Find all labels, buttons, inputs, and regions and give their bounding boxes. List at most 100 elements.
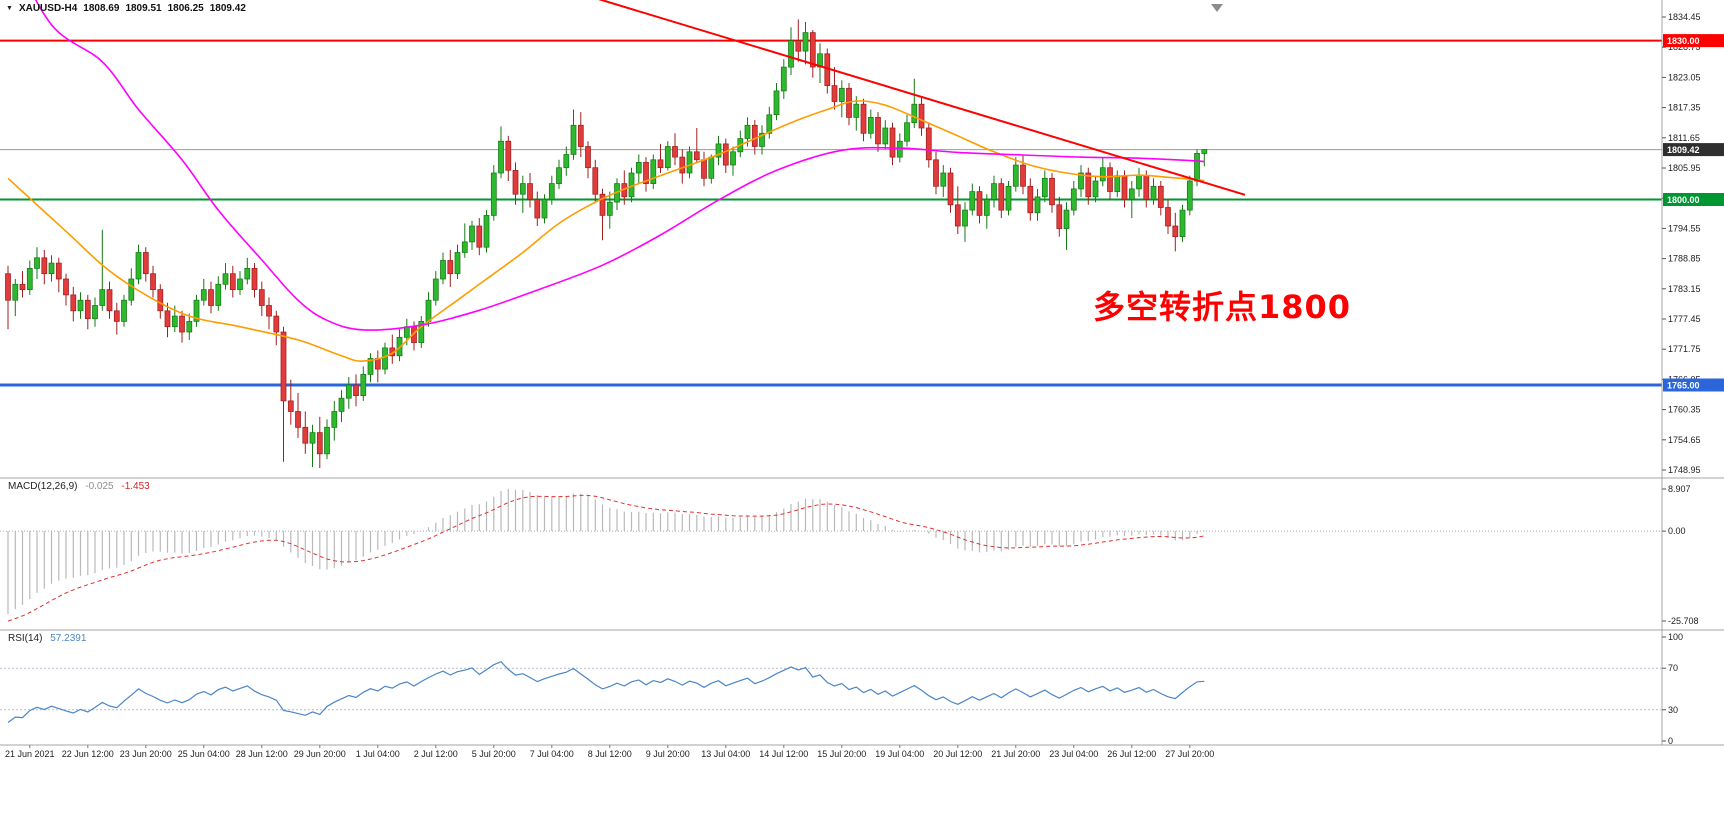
candle-body <box>215 283 222 306</box>
candle-body <box>708 156 715 179</box>
candle-body <box>1041 177 1048 198</box>
time-tick-label: 9 Jul 20:00 <box>646 749 690 759</box>
price-scale[interactable]: 1834.45 1828.75 1823.05 1817.35 1811.65 1805.… <box>1661 0 1724 745</box>
candle-body <box>1107 167 1113 192</box>
candle-body <box>84 299 91 320</box>
candle-body <box>251 268 258 290</box>
macd-axis-label: 8.907 <box>1668 484 1691 494</box>
candle-body <box>55 262 62 280</box>
candle-body <box>461 241 468 253</box>
time-tick-label: 8 Jul 12:00 <box>588 749 632 759</box>
price-tick-label: 1748.95 <box>1668 465 1701 475</box>
price-tick-label: 1823.05 <box>1668 72 1701 82</box>
candle-body <box>672 146 678 158</box>
candle-body <box>498 140 504 174</box>
candle-body <box>229 273 236 290</box>
high-value: 1809.51 <box>125 3 162 14</box>
candle-body <box>469 225 475 243</box>
candle-body <box>933 159 939 187</box>
candle-body <box>809 32 816 68</box>
candle-body <box>273 315 280 333</box>
candle-body <box>577 124 584 147</box>
candle-body <box>991 183 997 200</box>
price-tick-label: 1783.15 <box>1668 284 1701 294</box>
candle-body <box>476 225 483 248</box>
one-click-trading-arrow-icon[interactable]: ▼ <box>6 5 13 12</box>
candle-body <box>693 151 700 161</box>
candle-body <box>795 40 802 52</box>
candle-body <box>1056 204 1063 229</box>
macd-name: MACD(12,26,9) <box>8 481 78 492</box>
candle-body <box>258 289 265 306</box>
rsi-name: RSI(14) <box>8 633 43 644</box>
candle-body <box>1099 167 1106 182</box>
candle-body <box>635 162 642 174</box>
candle-body <box>345 384 352 399</box>
candle-body <box>157 289 164 312</box>
candle-body <box>41 257 48 275</box>
price-tick-label: 1777.45 <box>1668 314 1701 324</box>
candle-body <box>454 252 461 275</box>
price-tick-label: 1794.55 <box>1668 223 1701 233</box>
candle-body <box>983 199 990 216</box>
candle-body <box>505 140 512 171</box>
candle-body <box>222 273 229 285</box>
time-tick-label: 26 Jul 12:00 <box>1107 749 1156 759</box>
time-scale[interactable]: 21 Jun 2021 22 Jun 12:00 23 Jun 20:00 25 Ju… <box>5 745 1214 759</box>
time-tick-label: 1 Jul 04:00 <box>356 749 400 759</box>
candle-body <box>186 321 193 333</box>
candle-body <box>1121 175 1128 200</box>
candle-body <box>164 310 171 328</box>
svg-text:1809.42: 1809.42 <box>1667 145 1700 155</box>
chart-canvas[interactable]: 1834.45 1828.75 1823.05 1817.35 1811.65 1805.… <box>0 0 1724 762</box>
candle-body <box>1186 180 1193 211</box>
candle-body <box>1194 153 1200 182</box>
macd-pane: 8.907 0.00 -25.708 <box>0 484 1699 626</box>
candle-body <box>338 397 345 412</box>
candle-body <box>1034 196 1041 214</box>
candle-body <box>875 117 881 145</box>
candle-body <box>599 193 606 216</box>
candle-body <box>266 305 272 317</box>
candle-body <box>331 411 338 428</box>
price-pane[interactable] <box>0 0 1662 469</box>
text-annotation[interactable]: 多空转折点1800 <box>1093 288 1352 326</box>
candle-body <box>882 127 889 145</box>
candle-body <box>353 384 359 396</box>
candle-body <box>1063 209 1070 229</box>
candle-body <box>171 315 178 328</box>
descending-trend-line[interactable] <box>585 0 1246 196</box>
candle-body <box>940 172 947 187</box>
candle-body <box>1020 164 1026 187</box>
candle-body <box>664 146 671 169</box>
svg-text:1830.00: 1830.00 <box>1667 36 1700 46</box>
candle-body <box>730 151 736 166</box>
symbol-timeframe-label: XAUUSD-H4 <box>18 3 78 14</box>
candle-body <box>788 40 794 68</box>
candle-body <box>759 132 765 147</box>
candle-body <box>1143 175 1150 200</box>
candle-body <box>570 124 577 155</box>
time-tick-label: 14 Jul 12:00 <box>759 749 808 759</box>
candle-body <box>896 140 903 158</box>
candle-body <box>911 103 918 124</box>
candle-body <box>360 374 367 396</box>
macd-axis-label: -25.708 <box>1668 616 1699 626</box>
candle-body <box>1172 225 1179 237</box>
time-tick-label: 22 Jun 12:00 <box>62 749 114 759</box>
candle-body <box>200 289 207 301</box>
candle-body <box>679 156 686 174</box>
price-tag-1765.00: 1765.00 <box>1663 378 1724 392</box>
candle-body <box>5 273 11 301</box>
candle-body <box>556 167 562 184</box>
rsi-indicator-label: RSI(14) 57.2391 <box>8 633 91 644</box>
candle-body <box>1012 164 1019 187</box>
candle-body <box>316 432 323 455</box>
chart-shift-marker-icon[interactable] <box>1211 4 1223 12</box>
candle-body <box>860 103 867 134</box>
time-tick-label: 21 Jun 2021 <box>5 749 55 759</box>
candle-body <box>324 426 330 455</box>
candle-body <box>440 260 446 280</box>
candle-body <box>766 114 773 134</box>
